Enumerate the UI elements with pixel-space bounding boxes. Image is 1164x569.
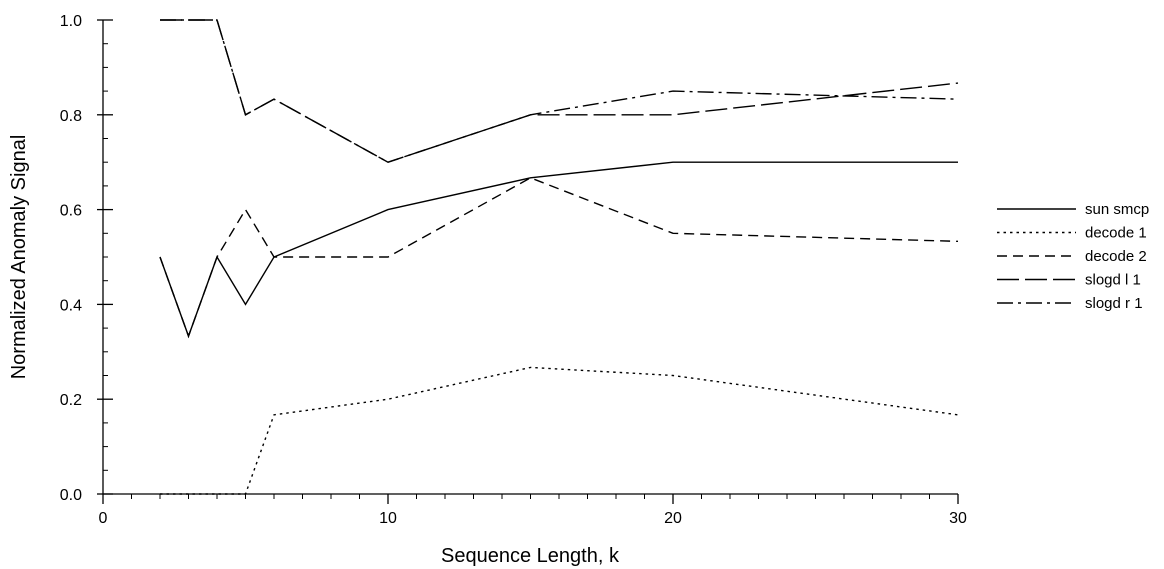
x-tick-label: 0 <box>99 510 108 527</box>
x-tick-label: 20 <box>664 510 682 527</box>
x-tick-label: 10 <box>379 510 397 527</box>
legend-label: decode 1 <box>1085 225 1147 242</box>
plot-series <box>159 19 959 495</box>
x-axis-label: Sequence Length, k <box>441 545 620 567</box>
y-tick-label: 0.4 <box>60 297 82 314</box>
legend-entry: slogd l 1 <box>997 272 1141 289</box>
legend-entry: slogd r 1 <box>997 295 1143 312</box>
legend-entry: decode 1 <box>997 225 1147 242</box>
y-tick-label: 0.0 <box>60 487 82 504</box>
y-tick-label: 0.6 <box>60 203 82 220</box>
series-line-decode-2 <box>159 177 959 339</box>
series-line-slogd-l-1 <box>160 19 959 163</box>
series-line-slogd-r-1 <box>160 19 959 163</box>
y-tick-label: 0.2 <box>60 392 82 409</box>
x-tick-label: 30 <box>949 510 967 527</box>
legend-label: slogd l 1 <box>1085 272 1141 289</box>
y-tick-label: 0.8 <box>60 108 82 125</box>
legend-entry: sun smcp <box>997 201 1149 218</box>
legend-label: sun smcp <box>1085 201 1149 218</box>
legend: sun smcp decode 1 decode 2 slogd l 1 slogd r… <box>997 201 1149 312</box>
y-axis-label: Normalized Anomaly Signal <box>8 135 30 380</box>
legend-label: slogd r 1 <box>1085 295 1143 312</box>
legend-label: decode 2 <box>1085 248 1147 265</box>
series-line-decode-1 <box>160 366 959 495</box>
y-tick-label: 1.0 <box>60 13 82 30</box>
legend-entry: decode 2 <box>997 248 1147 265</box>
axes: 0 10 20 30 0.0 0.2 0.4 0.6 0.8 1.0 <box>60 13 967 527</box>
series-line-sun-smcp <box>159 161 958 339</box>
